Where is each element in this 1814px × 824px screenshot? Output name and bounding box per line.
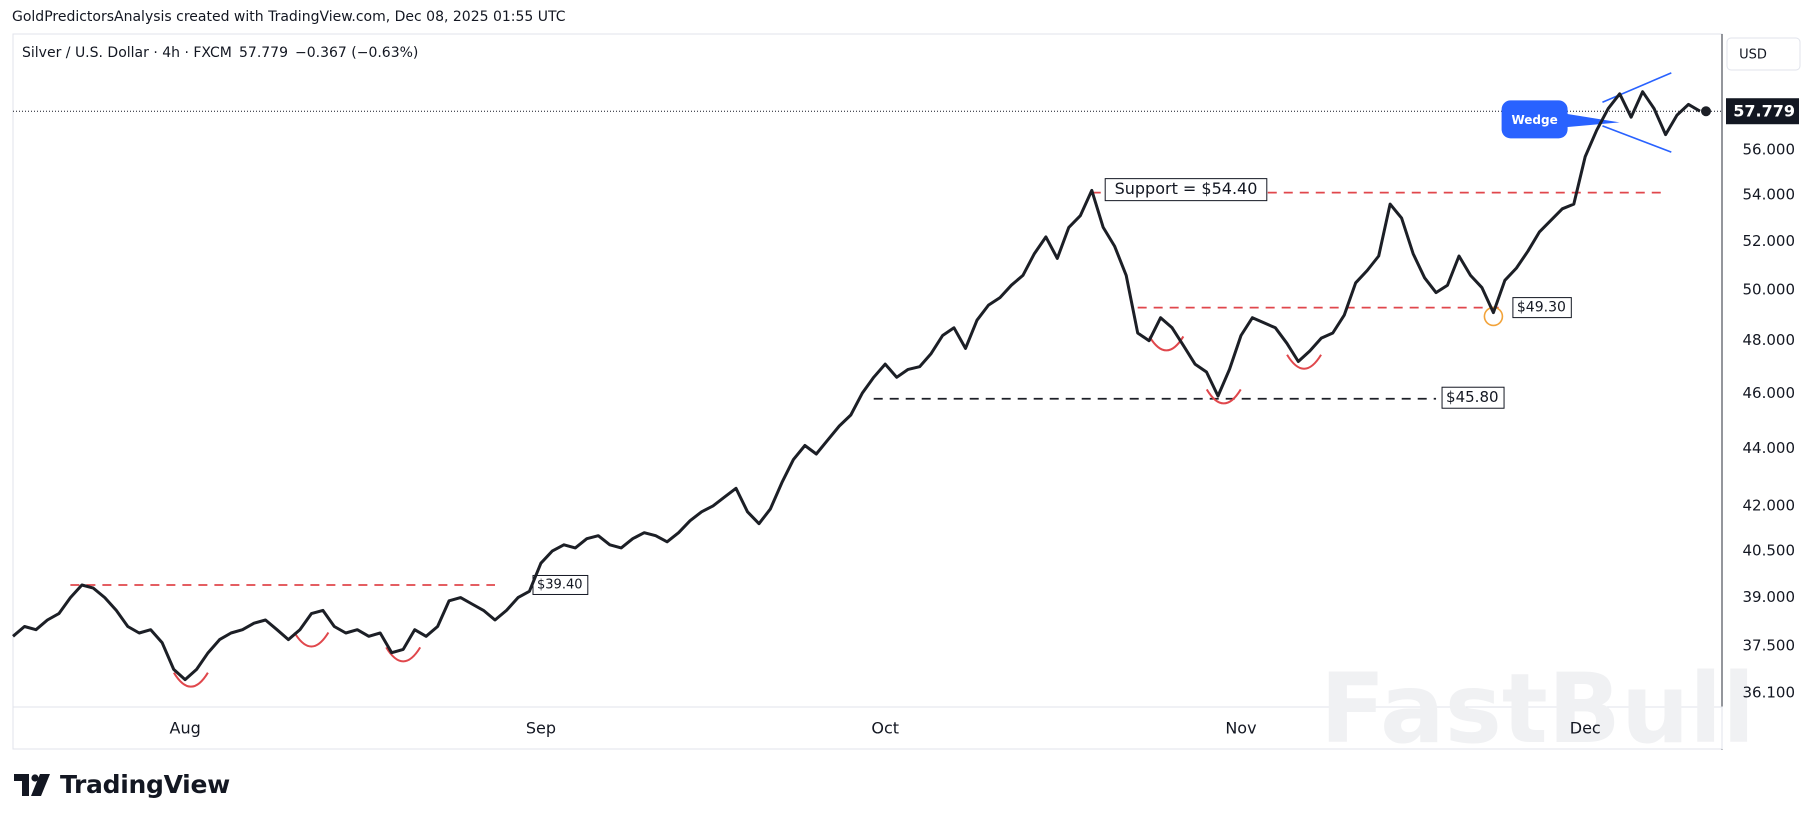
legend-last: 57.779 (239, 45, 288, 61)
label-45-80-text: $45.80 (1446, 388, 1499, 406)
last-price-tag-text: 57.779 (1733, 102, 1795, 121)
x-tick-label: Dec (1570, 719, 1601, 738)
tradingview-logo[interactable]: TradingView (14, 770, 230, 799)
y-tick-label: 39.000 (1743, 588, 1796, 606)
wedge-upper-line (1602, 72, 1672, 103)
y-tick-label: 42.000 (1743, 496, 1796, 514)
y-tick-label: 48.000 (1743, 331, 1796, 349)
x-tick-label: Sep (526, 719, 556, 738)
cup-7 (293, 631, 330, 648)
y-tick-label: 56.000 (1743, 140, 1796, 158)
cup-10 (1205, 388, 1242, 405)
cup-8 (385, 646, 422, 663)
y-tick-label: 36.100 (1743, 684, 1796, 702)
time-axis-box (12, 706, 1723, 750)
price-line (12, 90, 1701, 682)
y-tick-label: 44.000 (1743, 439, 1796, 457)
tradingview-wordmark: TradingView (60, 770, 230, 799)
wedge-callout-pointer (1563, 113, 1620, 128)
x-tick-label: Nov (1225, 719, 1256, 738)
label-support-text: Support = $54.40 (1115, 179, 1258, 198)
x-tick-label: Oct (871, 719, 899, 738)
attribution-text: GoldPredictorsAnalysis created with Trad… (12, 9, 566, 25)
y-tick-label: 40.500 (1743, 541, 1796, 559)
label-45-80: $45.80 (1441, 386, 1505, 409)
wedge-callout: Wedge (1501, 100, 1620, 139)
y-tick-label: 50.000 (1743, 281, 1796, 299)
y-tick-label: 46.000 (1743, 384, 1796, 402)
label-49-30-box (1512, 297, 1572, 319)
y-tick-label: 54.000 (1743, 185, 1796, 203)
y-axis: 36.100 37.500 39.000 40.500 42.000 44.000 46.0… (1726, 37, 1801, 702)
last-price-tag (1726, 98, 1799, 125)
legend-symbol: Silver / U.S. Dollar · 4h · FXCM (22, 45, 232, 61)
bounce-circle (1483, 306, 1504, 327)
label-49-30: $49.30 (1512, 297, 1572, 319)
tradingview-logo-icon (14, 773, 50, 796)
plot-border (12, 33, 1723, 708)
wedge-callout-box (1501, 100, 1568, 139)
x-tick-label: Aug (170, 719, 201, 738)
watermark: FastBull (1320, 653, 1755, 765)
legend-change: −0.367 (−0.63%) (295, 45, 418, 61)
currency-button-label: USD (1739, 48, 1767, 63)
label-49-30-text: $49.30 (1517, 300, 1566, 316)
wedge-lower-line (1602, 125, 1672, 153)
label-support: Support = $54.40 (1104, 178, 1268, 202)
y-tick-label: 37.500 (1743, 637, 1796, 655)
watermark-text: FastBull (1320, 653, 1755, 765)
cup-6 (173, 672, 209, 688)
chart-legend: Silver / U.S. Dollar · 4h · FXCM 57.779 −0… (22, 45, 418, 61)
label-39-40: $39.40 (532, 574, 589, 595)
label-39-40-text: $39.40 (537, 577, 583, 592)
wedge-callout-text: Wedge (1511, 113, 1557, 127)
label-support-box (1104, 178, 1268, 202)
y-tick-label: 52.000 (1743, 232, 1796, 250)
label-45-80-box (1441, 386, 1505, 409)
last-price-dot (1701, 106, 1711, 117)
cup-11 (1286, 354, 1322, 370)
price-series (12, 90, 1711, 682)
chart-frame (12, 33, 1723, 750)
x-axis: Aug Sep Oct Nov Dec (170, 719, 1601, 738)
currency-button (1726, 37, 1801, 71)
annotations: $39.40 Support = $54.40 $49.30 $45.80 Wedge (70, 72, 1672, 688)
